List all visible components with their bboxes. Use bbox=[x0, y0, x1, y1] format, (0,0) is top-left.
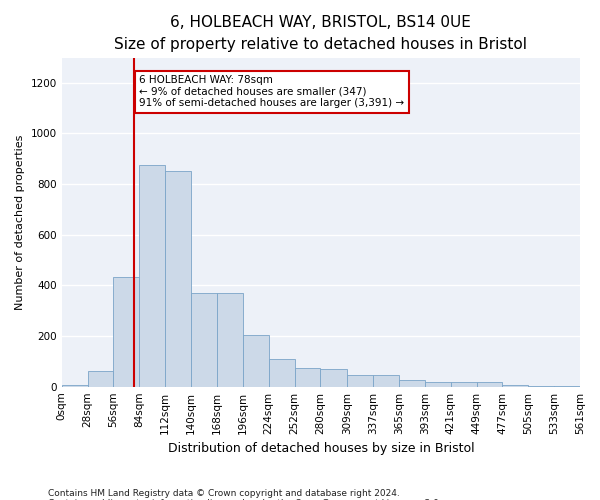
Y-axis label: Number of detached properties: Number of detached properties bbox=[15, 134, 25, 310]
Bar bbox=[399, 380, 425, 386]
Bar bbox=[347, 374, 373, 386]
Bar bbox=[295, 368, 320, 386]
Bar bbox=[139, 165, 165, 386]
Bar bbox=[476, 382, 502, 386]
Bar bbox=[217, 293, 243, 386]
Title: 6, HOLBEACH WAY, BRISTOL, BS14 0UE
Size of property relative to detached houses : 6, HOLBEACH WAY, BRISTOL, BS14 0UE Size … bbox=[115, 15, 527, 52]
Bar bbox=[113, 276, 139, 386]
Bar bbox=[373, 374, 399, 386]
Text: Contains HM Land Registry data © Crown copyright and database right 2024.: Contains HM Land Registry data © Crown c… bbox=[48, 488, 400, 498]
Text: 6 HOLBEACH WAY: 78sqm
← 9% of detached houses are smaller (347)
91% of semi-deta: 6 HOLBEACH WAY: 78sqm ← 9% of detached h… bbox=[139, 76, 404, 108]
Bar bbox=[88, 372, 113, 386]
Bar bbox=[269, 359, 295, 386]
Bar bbox=[243, 335, 269, 386]
Text: Contains public sector information licensed under the Open Government Licence v3: Contains public sector information licen… bbox=[48, 498, 442, 500]
Bar bbox=[425, 382, 451, 386]
Bar bbox=[191, 293, 217, 386]
Bar bbox=[320, 369, 347, 386]
Bar bbox=[165, 172, 191, 386]
X-axis label: Distribution of detached houses by size in Bristol: Distribution of detached houses by size … bbox=[167, 442, 474, 455]
Bar bbox=[451, 382, 476, 386]
